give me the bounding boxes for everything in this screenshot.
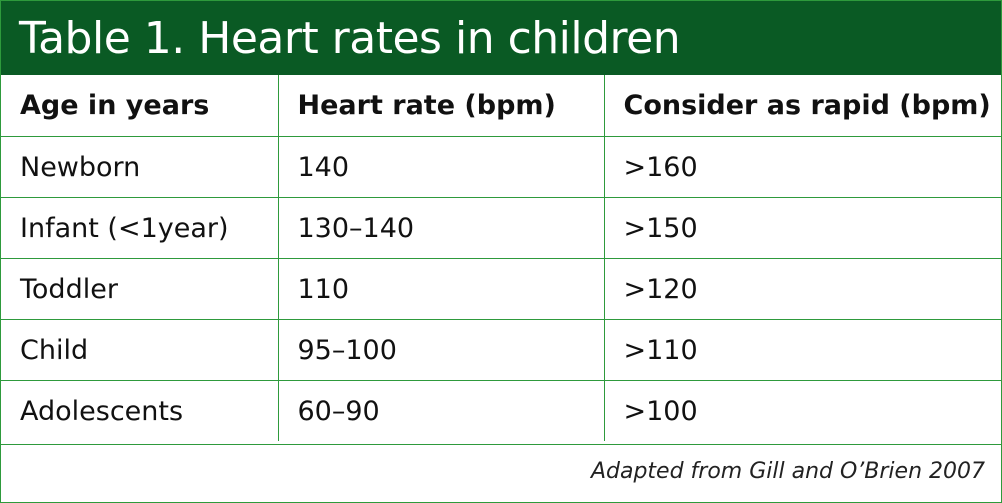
cell-age: Infant (<1year) [1, 197, 278, 259]
table-title: Table 1. Heart rates in children [19, 13, 681, 64]
cell-age: Adolescents [20, 395, 184, 427]
source-citation: Adapted from Gill and O’Brien 2007 [590, 459, 985, 484]
heart-rate-table: Age in years Heart rate (bpm) Consider a… [1, 75, 1001, 441]
cell-rapid: >100 [603, 380, 1001, 441]
header-age: Age in years [1, 75, 278, 137]
table-row: Adolescents 60–90 >100 [1, 380, 1001, 441]
cell-heart-rate: 130–140 [277, 197, 604, 259]
cell-rapid: >150 [603, 197, 1001, 259]
cell-age: Toddler [1, 258, 278, 320]
cell-rapid: >110 [603, 319, 1001, 381]
table-row: Newborn 140 >160 [1, 136, 1001, 198]
table-row: Infant (<1year) 130–140 >150 [1, 197, 1001, 259]
cell-age: Child [1, 319, 278, 381]
source-row: Adapted from Gill and O’Brien 2007 [1, 444, 1001, 503]
cell-heart-rate: 60–90 [277, 380, 604, 441]
cell-age: Newborn [1, 136, 278, 198]
table-row: Toddler 110 >120 [1, 258, 1001, 320]
header-rapid: Consider as rapid (bpm) [603, 75, 1001, 137]
header-row: Age in years Heart rate (bpm) Consider a… [1, 75, 1001, 137]
cell-heart-rate: 95–100 [277, 319, 604, 381]
cell-heart-rate: 140 [277, 136, 604, 198]
header-heart-rate: Heart rate (bpm) [277, 75, 604, 137]
cell-heart-rate: 110 [277, 258, 604, 320]
cell-rapid: >120 [603, 258, 1001, 320]
table-row: Child 95–100 >110 [1, 319, 1001, 381]
table-title-bar: Table 1. Heart rates in children [1, 1, 1001, 75]
cell-rapid: >160 [603, 136, 1001, 198]
